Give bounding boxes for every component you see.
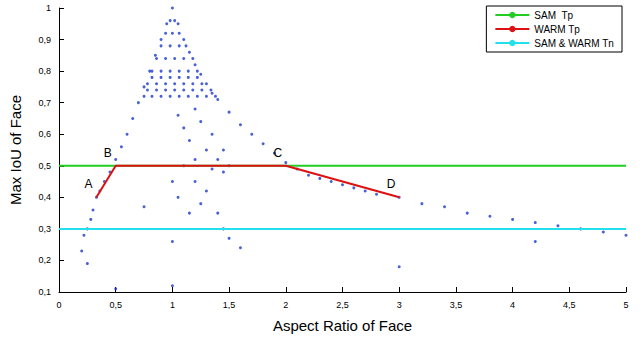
svg-text:0,8: 0,8 [38,66,51,76]
svg-text:0,7: 0,7 [38,98,51,108]
svg-text:SAM Tp: SAM Tp [534,10,573,21]
svg-text:0,1: 0,1 [38,287,51,297]
svg-text:0: 0 [56,300,61,310]
svg-text:A: A [84,177,92,191]
svg-text:B: B [104,146,112,160]
svg-text:5: 5 [623,300,628,310]
svg-text:3: 3 [397,300,402,310]
svg-text:Aspect Ratio of Face: Aspect Ratio of Face [273,317,412,334]
svg-text:0,3: 0,3 [38,224,51,234]
svg-text:0,6: 0,6 [38,129,51,139]
svg-text:WARM Tp: WARM Tp [534,24,580,35]
svg-text:0,5: 0,5 [38,161,51,171]
svg-text:C: C [273,146,282,160]
svg-text:2: 2 [283,300,288,310]
svg-text:Max IoU of Face: Max IoU of Face [7,95,24,205]
svg-text:0,9: 0,9 [38,35,51,45]
svg-text:SAM & WARM Tn: SAM & WARM Tn [534,38,613,49]
svg-text:1: 1 [170,300,175,310]
svg-text:1: 1 [46,3,51,13]
svg-text:0,2: 0,2 [38,255,51,265]
svg-text:2,5: 2,5 [336,300,349,310]
svg-text:4,5: 4,5 [563,300,576,310]
svg-text:D: D [387,177,396,191]
svg-text:0,5: 0,5 [109,300,122,310]
svg-text:4: 4 [510,300,515,310]
svg-text:0,4: 0,4 [38,192,51,202]
svg-text:3,5: 3,5 [450,300,463,310]
svg-text:1,5: 1,5 [223,300,236,310]
